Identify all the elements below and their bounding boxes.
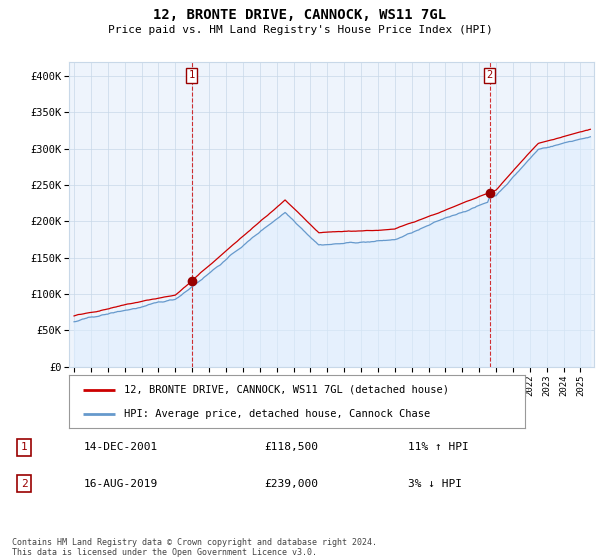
Text: 2: 2 (20, 479, 28, 489)
Text: HPI: Average price, detached house, Cannock Chase: HPI: Average price, detached house, Cann… (124, 409, 430, 419)
Text: £118,500: £118,500 (264, 442, 318, 452)
Text: 14-DEC-2001: 14-DEC-2001 (84, 442, 158, 452)
Text: 16-AUG-2019: 16-AUG-2019 (84, 479, 158, 489)
Text: Contains HM Land Registry data © Crown copyright and database right 2024.
This d: Contains HM Land Registry data © Crown c… (12, 538, 377, 557)
Text: £239,000: £239,000 (264, 479, 318, 489)
Text: 12, BRONTE DRIVE, CANNOCK, WS11 7GL: 12, BRONTE DRIVE, CANNOCK, WS11 7GL (154, 8, 446, 22)
Text: 2: 2 (487, 71, 493, 80)
Text: 3% ↓ HPI: 3% ↓ HPI (408, 479, 462, 489)
Text: 1: 1 (20, 442, 28, 452)
Text: 1: 1 (188, 71, 194, 80)
Text: Price paid vs. HM Land Registry's House Price Index (HPI): Price paid vs. HM Land Registry's House … (107, 25, 493, 35)
Text: 11% ↑ HPI: 11% ↑ HPI (408, 442, 469, 452)
Text: 12, BRONTE DRIVE, CANNOCK, WS11 7GL (detached house): 12, BRONTE DRIVE, CANNOCK, WS11 7GL (det… (124, 385, 449, 395)
